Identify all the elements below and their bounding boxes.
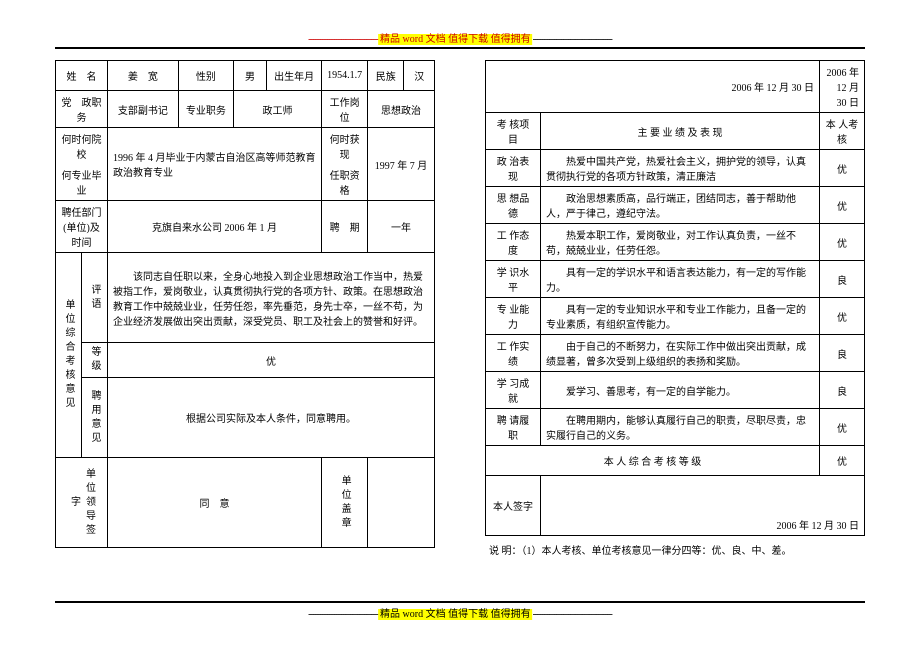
assess-row-text: 政治思想素质高，品行端正，团结同志，善于帮助他人，严于律己，遵纪守法。 (541, 187, 820, 224)
overall-grade: 优 (820, 446, 865, 476)
value-ethnic: 汉 (404, 61, 435, 91)
top-rule (55, 47, 865, 49)
label-dob: 出生年月 (267, 61, 322, 91)
label-qual-a: 何时获现 (322, 128, 368, 165)
assess-row-grade: 优 (820, 409, 865, 446)
bottom-rule (55, 601, 865, 603)
head-perf: 主 要 业 绩 及 表 现 (541, 113, 820, 150)
assess-row-text: 热爱中国共产党，热爱社会主义，拥护党的领导，认真贯彻执行党的各项方针政策，清正廉… (541, 150, 820, 187)
eval-grade: 优 (108, 343, 435, 378)
value-party-post: 支部副书记 (108, 91, 179, 128)
assess-table: 2006 年 12 月 30 日 2006 年 12 月 30 日 考 核项 目… (485, 60, 865, 536)
date-right: 2006 年 12 月 30 日 (820, 61, 865, 113)
page-content: 姓 名 姜 宽 性别 男 出生年月 1954.1.7 民族 汉 党 政职 务 支… (55, 60, 865, 590)
assess-row-text: 热爱本职工作，爱岗敬业，对工作认真负责，一丝不苟，兢兢业业，任劳任怨。 (541, 224, 820, 261)
eval-grade-label: 等级 (82, 343, 108, 378)
assess-row-text: 在聘用期内，能够认真履行自己的职责，尽职尽责，忠实履行自己的义务。 (541, 409, 820, 446)
self-sign-date: 2006 年 12 月 30 日 (541, 476, 865, 536)
eval-head: 单位综合考核意见 (56, 253, 82, 458)
assess-row-grade: 良 (820, 261, 865, 298)
value-dept: 克旗自来水公司 2006 年 1 月 (108, 201, 322, 253)
head-self: 本 人考 核 (820, 113, 865, 150)
assess-row-grade: 良 (820, 372, 865, 409)
self-sign-label: 本人签字 (486, 476, 541, 536)
value-gender: 男 (233, 61, 266, 91)
date-left: 2006 年 12 月 30 日 (486, 61, 820, 113)
assess-row-grade: 优 (820, 150, 865, 187)
assess-row-label: 学 识水 平 (486, 261, 541, 298)
sign-seal-label: 单位盖章 (322, 458, 368, 548)
sign-seal (368, 458, 435, 548)
label-dept: 聘任部门(单位)及时间 (56, 201, 108, 253)
value-qual: 1997 年 7 月 (368, 128, 435, 201)
assess-row-grade: 良 (820, 335, 865, 372)
value-term: 一年 (368, 201, 435, 253)
label-school-b: 何专业毕业 (56, 164, 108, 201)
assess-row-text: 具有一定的专业知识水平和专业工作能力，且备一定的专业素质，有组织宣传能力。 (541, 298, 820, 335)
value-pro-post: 政工师 (233, 91, 321, 128)
assess-row-grade: 优 (820, 187, 865, 224)
assess-row-label: 专 业能 力 (486, 298, 541, 335)
assess-row-text: 由于自己的不断努力，在实际工作中做出突出贡献，成绩显著，曾多次受到上级组织的表扬… (541, 335, 820, 372)
label-gender: 性别 (178, 61, 233, 91)
label-party-post: 党 政职 务 (56, 91, 108, 128)
assess-row-label: 政 治表 现 (486, 150, 541, 187)
label-ethnic: 民族 (368, 61, 404, 91)
assess-row-text: 具有一定的学识水平和语言表达能力，有一定的写作能力。 (541, 261, 820, 298)
eval-hire: 根据公司实际及本人条件，同意聘用。 (108, 378, 435, 458)
label-name: 姓 名 (56, 61, 108, 91)
assess-row-label: 思 想品 德 (486, 187, 541, 224)
eval-comment-label: 评语 (82, 253, 108, 343)
label-school-a: 何时何院校 (56, 128, 108, 165)
eval-comment: 该同志自任职以来，全身心地投入到企业思想政治工作当中，热爱被指工作，爱岗敬业，认… (108, 253, 435, 343)
label-pro-post: 专业职务 (178, 91, 233, 128)
assess-row-grade: 优 (820, 298, 865, 335)
personnel-table: 姓 名 姜 宽 性别 男 出生年月 1954.1.7 民族 汉 党 政职 务 支… (55, 60, 435, 548)
sign-leader-label: 单位领导签字 (56, 458, 108, 548)
assess-row-label: 工 作实 绩 (486, 335, 541, 372)
assess-row-text: 爱学习、善思考，有一定的自学能力。 (541, 372, 820, 409)
value-school: 1996 年 4 月毕业于内蒙古自治区高等师范教育 政治教育专业 (108, 128, 322, 201)
value-work-post: 思想政治 (368, 91, 435, 128)
left-form: 姓 名 姜 宽 性别 男 出生年月 1954.1.7 民族 汉 党 政职 务 支… (55, 60, 435, 590)
assess-row-label: 学 习成 就 (486, 372, 541, 409)
value-dob: 1954.1.7 (322, 61, 368, 91)
sign-leader: 同 意 (108, 458, 322, 548)
eval-hire-label: 聘用意见 (82, 378, 108, 458)
assess-row-grade: 优 (820, 224, 865, 261)
top-banner: ------------------------------精品 word 文档… (308, 30, 612, 45)
right-form: 2006 年 12 月 30 日 2006 年 12 月 30 日 考 核项 目… (485, 60, 865, 590)
label-work-post: 工作岗位 (322, 91, 368, 128)
label-qual-b: 任职资格 (322, 164, 368, 201)
assess-row-label: 工 作态 度 (486, 224, 541, 261)
head-item: 考 核项 目 (486, 113, 541, 150)
overall-label: 本 人 综 合 考 核 等 级 (486, 446, 820, 476)
label-term: 聘 期 (322, 201, 368, 253)
value-name: 姜 宽 (108, 61, 179, 91)
assess-row-label: 聘 请履 职 (486, 409, 541, 446)
footnote: 说 明：（1）本人考核、单位考核意见一律分四等：优、良、中、差。 (485, 542, 865, 557)
bottom-banner: ------------------------------精品 word 文档… (308, 605, 612, 620)
